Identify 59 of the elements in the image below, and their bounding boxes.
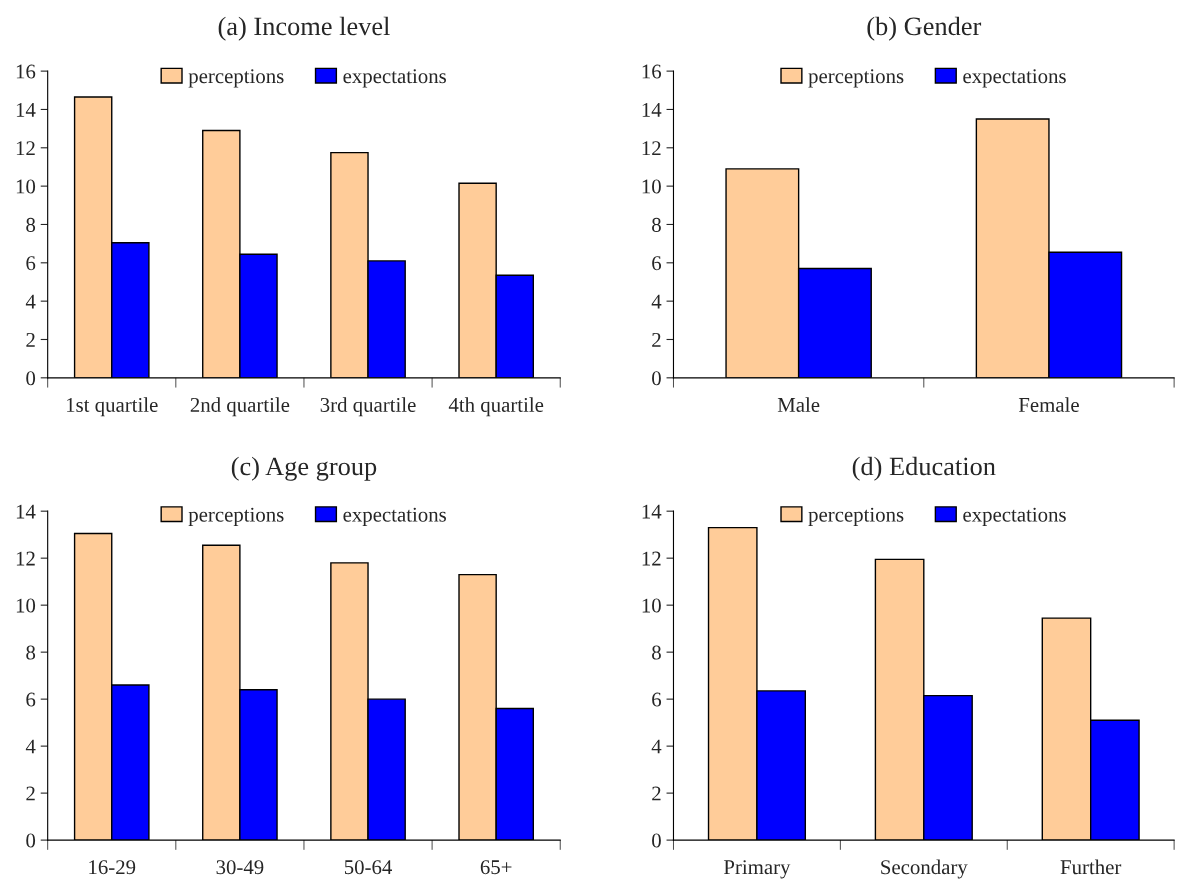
y-tick-label: 8 — [26, 217, 36, 232]
x-tick-label: 30-49 — [216, 860, 264, 875]
x-tick-label: 3rd quartile — [320, 397, 416, 417]
x-tick-label: Male — [777, 397, 820, 412]
x-tick-label: 2nd quartile — [190, 397, 290, 417]
y-tick-label: 2 — [26, 332, 35, 347]
x-tick-label: 16-29 — [89, 860, 136, 875]
legend-label: expectations — [343, 507, 446, 526]
y-tick-label: 0 — [26, 833, 36, 848]
x-tick-label: Further — [1060, 859, 1122, 875]
x-tick-label: 65+ — [480, 860, 512, 875]
chart-title: (a) Income level — [218, 16, 390, 41]
y-tick-label: 16 — [642, 64, 662, 79]
chart-title: (c) Age group — [231, 456, 377, 481]
y-tick-label: 6 — [652, 692, 662, 707]
y-tick-label: 0 — [652, 833, 661, 848]
x-tick-label: Primary — [723, 860, 791, 879]
chart-title: (d) Education — [852, 456, 996, 481]
y-tick-label: 4 — [651, 294, 662, 309]
y-tick-label: 12 — [642, 141, 661, 156]
chart-title: (b) Gender — [867, 16, 982, 41]
y-tick-label: 0 — [26, 371, 36, 386]
y-tick-label: 6 — [26, 256, 36, 271]
y-tick-label: 12 — [642, 551, 661, 566]
y-tick-label: 4 — [25, 739, 36, 754]
legend-label: perceptions — [808, 69, 904, 88]
y-tick-label: 2 — [652, 786, 661, 801]
y-tick-label: 14 — [16, 504, 36, 519]
y-tick-label: 14 — [642, 504, 662, 519]
legend-label: perceptions — [188, 507, 284, 526]
y-tick-label: 10 — [642, 598, 661, 613]
y-tick-label: 2 — [26, 786, 35, 801]
x-tick-label: 50-64 — [344, 860, 393, 875]
y-tick-label: 12 — [16, 551, 35, 566]
x-tick-label: Female — [1018, 397, 1079, 412]
legend-label: expectations — [963, 69, 1066, 88]
x-tick-label: Secondary — [881, 859, 968, 879]
x-tick-label: 4th quartile — [448, 397, 544, 417]
y-tick-label: 0 — [652, 371, 661, 386]
y-tick-label: 10 — [642, 179, 661, 194]
y-tick-label: 6 — [652, 256, 662, 271]
legend-label: perceptions — [188, 69, 284, 88]
y-tick-label: 8 — [26, 645, 36, 660]
y-tick-label: 6 — [26, 692, 36, 707]
y-tick-label: 14 — [642, 102, 662, 117]
legend-label: expectations — [343, 69, 446, 88]
legend-label: perceptions — [808, 507, 904, 526]
y-tick-label: 12 — [16, 141, 35, 156]
x-tick-label: 1st quartile — [67, 397, 158, 417]
y-tick-label: 16 — [16, 64, 36, 79]
y-tick-label: 4 — [651, 739, 662, 754]
y-tick-label: 2 — [652, 332, 661, 347]
y-tick-label: 4 — [25, 294, 36, 309]
y-tick-label: 8 — [652, 217, 661, 232]
y-tick-label: 8 — [652, 645, 661, 660]
legend-label: expectations — [963, 507, 1066, 526]
y-tick-label: 10 — [16, 179, 36, 194]
y-tick-label: 10 — [16, 598, 36, 613]
y-tick-label: 14 — [16, 102, 36, 117]
